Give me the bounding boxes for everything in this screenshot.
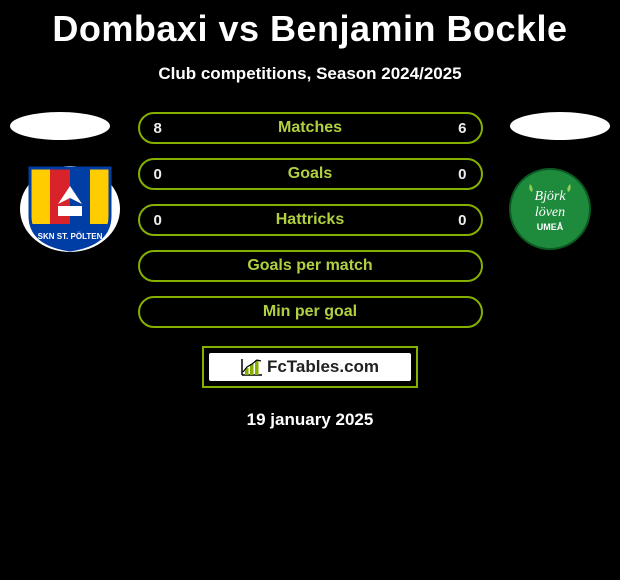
svg-text:SKN ST. PÖLTEN: SKN ST. PÖLTEN (38, 232, 103, 241)
stat-row: 0 Hattricks 0 (138, 204, 483, 236)
page-title: Dombaxi vs Benjamin Bockle (0, 0, 620, 50)
comparison-panel: SKN ST. PÖLTEN Björk löven UMEÅ 8 Matche… (0, 112, 620, 430)
branding-box[interactable]: FcTables.com (202, 346, 418, 388)
stats-list: 8 Matches 6 0 Goals 0 0 Hattricks 0 Goal… (138, 112, 483, 328)
team-badge-left: SKN ST. PÖLTEN (20, 166, 120, 252)
subtitle: Club competitions, Season 2024/2025 (0, 64, 620, 84)
branding-inner: FcTables.com (208, 352, 412, 382)
stat-row: 0 Goals 0 (138, 158, 483, 190)
stat-value-left: 0 (154, 166, 162, 183)
team-badge-right: Björk löven UMEÅ (500, 166, 600, 252)
stat-value-left: 8 (154, 120, 162, 137)
stat-row: 8 Matches 6 (138, 112, 483, 144)
svg-text:löven: löven (535, 205, 565, 220)
country-flag-right (510, 112, 610, 140)
stat-value-right: 6 (458, 120, 466, 137)
stat-label: Goals per match (140, 257, 481, 275)
stat-value-right: 0 (458, 166, 466, 183)
svg-text:Björk: Björk (534, 189, 566, 204)
stat-label: Min per goal (140, 303, 481, 321)
date-label: 19 january 2025 (0, 410, 620, 430)
stat-label: Matches (140, 119, 481, 137)
stat-value-left: 0 (154, 212, 162, 229)
bar-chart-icon (241, 358, 263, 376)
brand-text: FcTables.com (267, 357, 379, 377)
stat-label: Goals (140, 165, 481, 183)
svg-text:UMEÅ: UMEÅ (537, 222, 564, 232)
stat-value-right: 0 (458, 212, 466, 229)
stat-row: Goals per match (138, 250, 483, 282)
country-flag-left (10, 112, 110, 140)
stat-row: Min per goal (138, 296, 483, 328)
stat-label: Hattricks (140, 211, 481, 229)
